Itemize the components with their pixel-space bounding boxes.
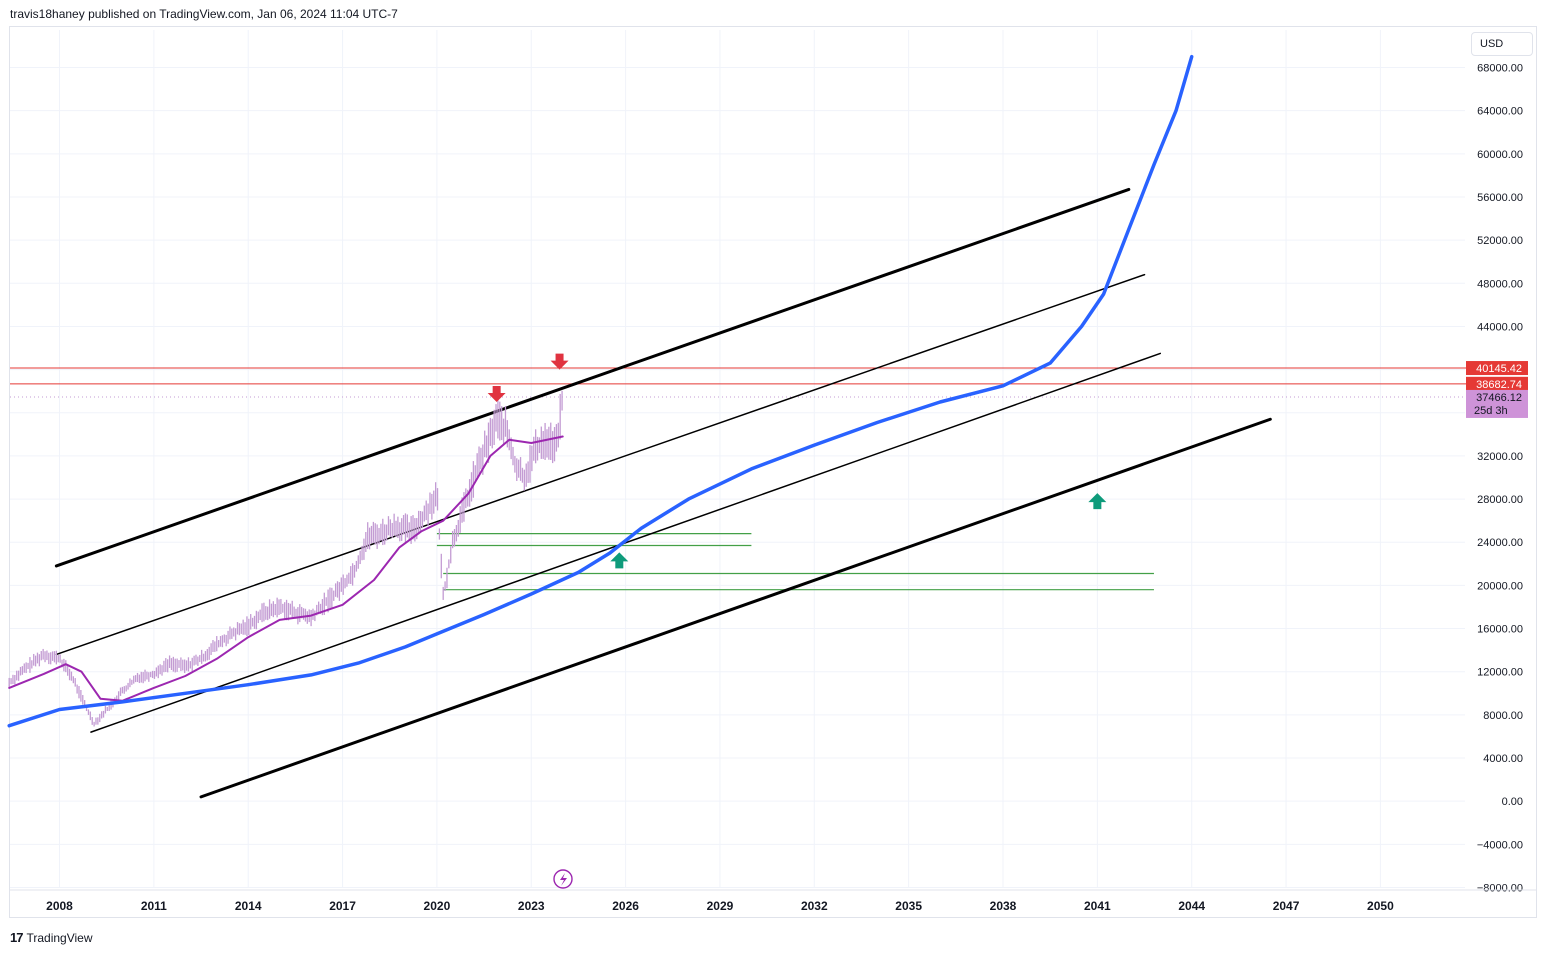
y-tick-label: 4000.00 [1483, 753, 1523, 765]
x-tick-label: 2020 [424, 899, 451, 913]
x-tick-label: 2041 [1084, 899, 1111, 913]
channel-line [55, 273, 1146, 656]
current-price-label: 37466.12 [1476, 392, 1522, 404]
ma-blue-line [7, 54, 1194, 728]
currency-selector[interactable]: USD [1471, 32, 1533, 56]
moving-averages [7, 54, 1194, 728]
current-price-tag [1466, 389, 1528, 418]
horizontal-levels [10, 367, 1466, 398]
x-tick-label: 2035 [895, 899, 922, 913]
arrow-down-icon [550, 353, 569, 370]
support-zones [436, 533, 1154, 591]
x-tick-label: 2008 [46, 899, 73, 913]
resistance-level-tag [1466, 376, 1528, 391]
y-tick-label: 24000.00 [1477, 537, 1523, 549]
y-tick-label: 16000.00 [1477, 624, 1523, 636]
y-tick-label: 64000.00 [1477, 106, 1523, 118]
author-name[interactable]: travis18haney [10, 7, 85, 21]
x-tick-label: 2038 [990, 899, 1017, 913]
y-tick-label: 20000.00 [1477, 580, 1523, 592]
y-tick-label: −8000.00 [1477, 883, 1523, 895]
x-tick-label: 2044 [1178, 899, 1205, 913]
price-candles [8, 390, 563, 727]
x-tick-label: 2047 [1273, 899, 1300, 913]
signal-arrows [487, 353, 1107, 569]
resistance-level-label: 40145.42 [1476, 363, 1522, 375]
chart-frame [9, 26, 1537, 918]
footer-brand[interactable]: 17 TradingView [10, 930, 93, 945]
y-tick-label: 48000.00 [1477, 278, 1523, 290]
time-axis: 2008 2011 2014 2017 2020 2023 2026 2029 2032 2035… [10, 889, 1537, 913]
published-text: published on TradingView.com, [88, 7, 254, 21]
y-tick-label: 28000.00 [1477, 494, 1523, 506]
y-tick-label: 0.00 [1502, 796, 1523, 808]
resistance-level-tag [1466, 361, 1528, 376]
y-tick-label: 12000.00 [1477, 667, 1523, 679]
publish-header: travis18haney published on TradingView.c… [10, 7, 398, 21]
y-tick-label: 52000.00 [1477, 235, 1523, 247]
y-tick-label: −4000.00 [1477, 839, 1523, 851]
tradingview-logo-icon: 17 [10, 930, 24, 945]
x-tick-label: 2023 [518, 899, 545, 913]
x-tick-label: 2014 [235, 899, 262, 913]
arrow-down-icon [487, 385, 506, 402]
channel-line [54, 187, 1131, 568]
publish-date: Jan 06, 2024 11:04 UTC-7 [257, 7, 398, 21]
flash-icon[interactable] [553, 869, 573, 889]
arrow-up-icon [610, 552, 629, 569]
y-tick-label: 44000.00 [1477, 321, 1523, 333]
x-tick-label: 2011 [141, 899, 167, 913]
y-tick-label: 68000.00 [1477, 63, 1523, 75]
y-tick-label: 8000.00 [1483, 710, 1523, 722]
price-axis: 68000.00 64000.00 60000.00 56000.00 52000.00… [1477, 63, 1523, 895]
x-tick-label: 2032 [801, 899, 828, 913]
channel-line [199, 417, 1272, 799]
resistance-level-label: 38682.74 [1476, 379, 1522, 391]
brand-name: TradingView [26, 930, 93, 945]
arrow-up-icon [1088, 493, 1107, 510]
channel-lines [54, 187, 1272, 799]
x-tick-label: 2029 [707, 899, 734, 913]
x-tick-label: 2017 [329, 899, 356, 913]
x-tick-label: 2026 [612, 899, 639, 913]
y-tick-label: 32000.00 [1477, 451, 1523, 463]
y-tick-label: 60000.00 [1477, 149, 1523, 161]
chart-grid [10, 30, 1465, 888]
x-tick-label: 2050 [1367, 899, 1394, 913]
ma-purple-line [8, 435, 564, 702]
countdown-label: 25d 3h [1474, 405, 1508, 417]
y-tick-label: 56000.00 [1477, 192, 1523, 204]
